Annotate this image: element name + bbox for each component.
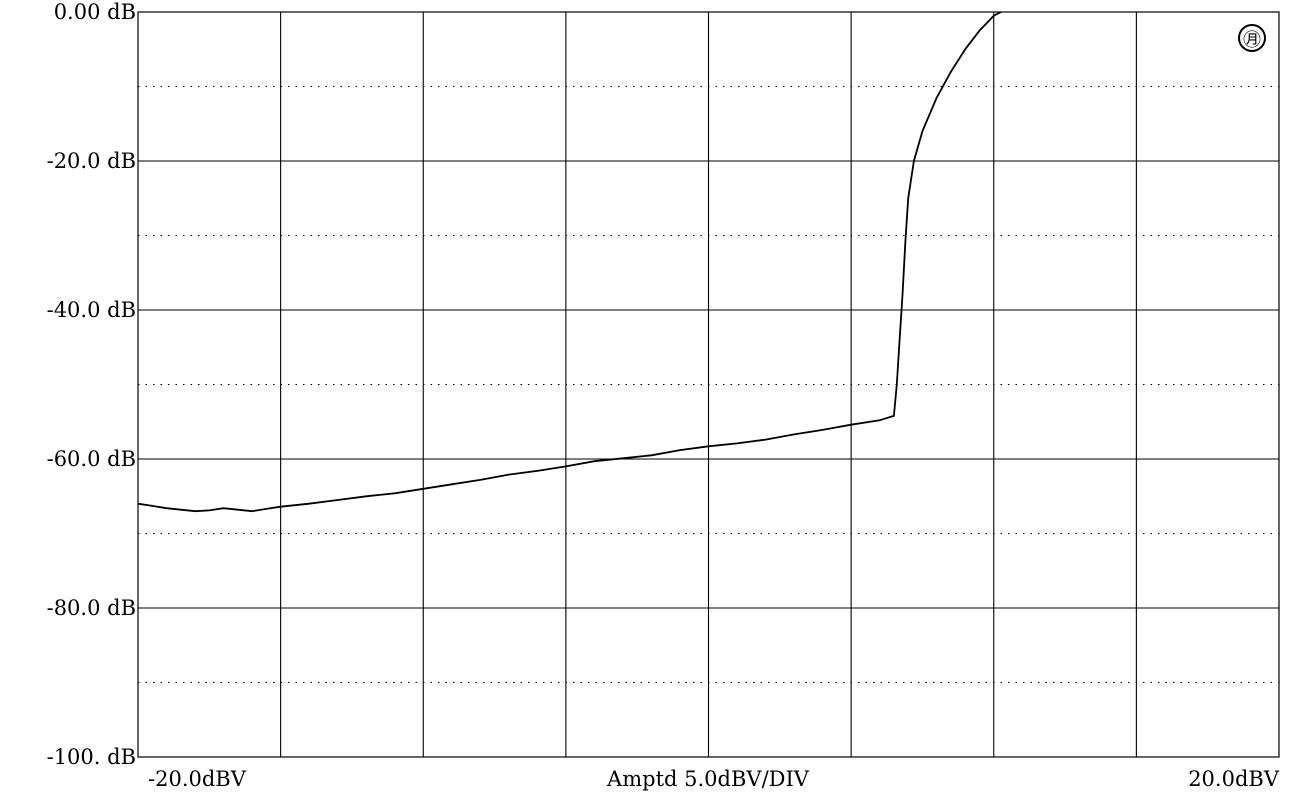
y-tick-label: 0.00 dB (54, 0, 136, 24)
marker-symbol: ㊊ (1243, 30, 1261, 51)
y-tick-labels: 0.00 dB -20.0 dB -40.0 dB -60.0 dB -80.0 dB -… (47, 0, 136, 769)
y-tick-label: -40.0 dB (47, 298, 136, 322)
y-tick-label: -100. dB (47, 745, 136, 769)
series-line (138, 12, 1003, 513)
annotation-marker: ㊊ (1238, 24, 1266, 52)
x-tick-labels: -20.0dBV 20.0dBV (148, 767, 1280, 791)
y-tick-label: -60.0 dB (47, 447, 136, 471)
marker-circle-icon (1238, 24, 1266, 52)
x-axis-label: Amptd 5.0dBV/DIV (606, 767, 810, 791)
minor-gridlines (138, 85, 1279, 684)
x-tick-label-left: -20.0dBV (148, 767, 247, 791)
y-tick-label: -80.0 dB (47, 596, 136, 620)
series-group (138, 12, 1003, 513)
major-gridlines (138, 12, 1279, 757)
y-tick-label: -20.0 dB (47, 149, 136, 173)
x-tick-label-right: 20.0dBV (1188, 767, 1280, 791)
